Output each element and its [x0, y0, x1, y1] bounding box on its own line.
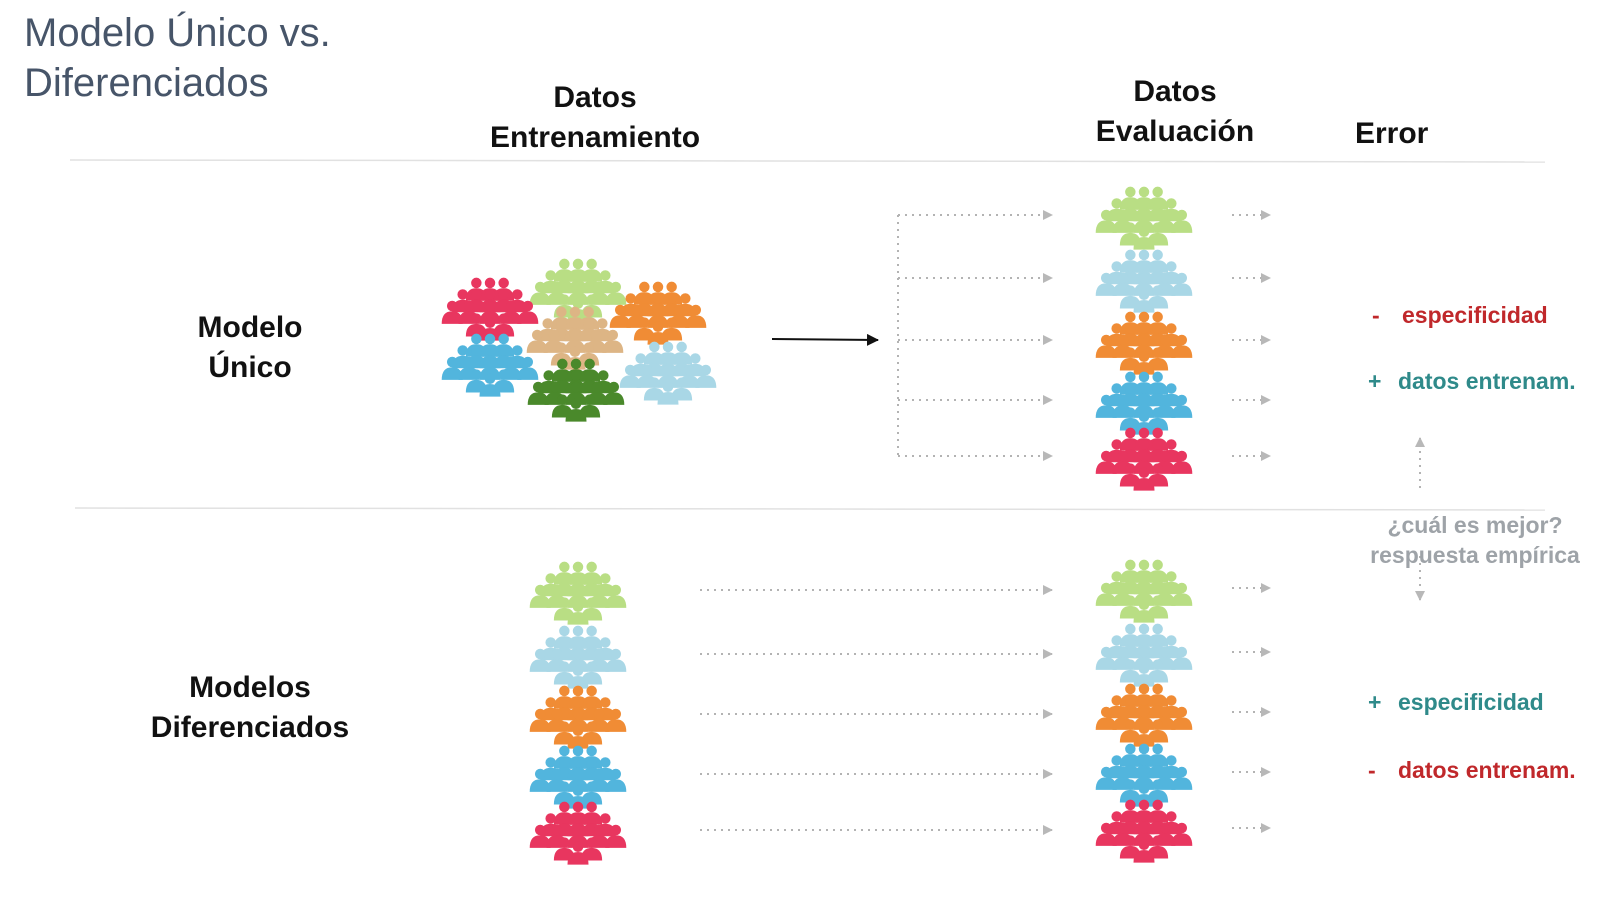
- header-evaluation-line2: Evaluación: [1095, 115, 1255, 148]
- error-sign: +: [1368, 689, 1382, 715]
- separator-top: [69, 159, 1546, 163]
- slide-title: Modelo Único vs. Diferenciados: [24, 8, 331, 108]
- training-group-lightblue: [619, 341, 717, 405]
- row-label-modelos-diferenciados: Modelos Diferenciados: [120, 668, 380, 748]
- question-which-is-better: ¿cuál es mejor? respuesta empírica: [1340, 510, 1610, 570]
- row-label-unico-line2: Único: [208, 351, 292, 384]
- eval-unico-group-lightblue: [1095, 249, 1193, 313]
- error-dif-specificity: + especificidad: [1368, 687, 1544, 717]
- error-dif-training-data: - datos entrenam.: [1368, 755, 1576, 785]
- error-sign: -: [1368, 757, 1376, 783]
- eval-unico-group-red: [1095, 427, 1193, 491]
- eval-unico-group-orange: [1095, 311, 1193, 375]
- separator-middle: [74, 507, 1546, 511]
- row-label-dif-line1: Modelos: [189, 671, 311, 704]
- error-text: especificidad: [1402, 302, 1548, 328]
- row-label-dif-line2: Diferenciados: [150, 711, 350, 744]
- training-group-tan: [526, 306, 624, 370]
- train-dif-group-lightgreen: [529, 561, 627, 625]
- error-sign: -: [1372, 302, 1380, 328]
- header-training-line2: Entrenamiento: [489, 121, 701, 154]
- slide-title-line2: Diferenciados: [24, 61, 269, 105]
- question-line1: ¿cuál es mejor?: [1387, 512, 1563, 538]
- training-group-red: [441, 277, 539, 341]
- arrow-to-split: [771, 333, 879, 346]
- training-group-blue: [441, 333, 539, 397]
- train-dif-group-lightblue: [529, 625, 627, 689]
- header-training-data: Datos Entrenamiento: [450, 78, 740, 158]
- error-unico-specificity: - especificidad: [1372, 300, 1548, 330]
- eval-dif-group-red: [1095, 799, 1193, 863]
- eval-dif-group-lightblue: [1095, 623, 1193, 687]
- error-text: datos entrenam.: [1398, 757, 1576, 783]
- header-evaluation-line1: Datos: [1133, 75, 1217, 108]
- eval-unico-group-blue: [1095, 371, 1193, 435]
- eval-dif-group-orange: [1095, 683, 1193, 747]
- train-dif-group-red: [529, 801, 627, 865]
- eval-unico-group-lightgreen: [1095, 186, 1193, 250]
- eval-dif-group-lightgreen: [1095, 559, 1193, 623]
- error-text: datos entrenam.: [1398, 368, 1576, 394]
- question-line2: respuesta empírica: [1370, 542, 1580, 568]
- training-group-orange: [609, 281, 707, 345]
- train-dif-group-orange: [529, 685, 627, 749]
- row-label-modelo-unico: Modelo Único: [130, 308, 370, 388]
- error-unico-training-data: + datos entrenam.: [1368, 366, 1576, 396]
- error-sign: +: [1368, 368, 1382, 394]
- eval-dif-group-blue: [1095, 743, 1193, 807]
- header-training-line1: Datos: [553, 81, 637, 114]
- train-dif-group-blue: [529, 745, 627, 809]
- error-text: especificidad: [1398, 689, 1544, 715]
- row-label-unico-line1: Modelo: [197, 311, 303, 344]
- header-error: Error: [1355, 117, 1429, 150]
- slide-title-line1: Modelo Único vs.: [24, 11, 331, 55]
- training-group-darkgreen: [527, 358, 625, 422]
- header-evaluation-data: Datos Evaluación: [1060, 72, 1290, 152]
